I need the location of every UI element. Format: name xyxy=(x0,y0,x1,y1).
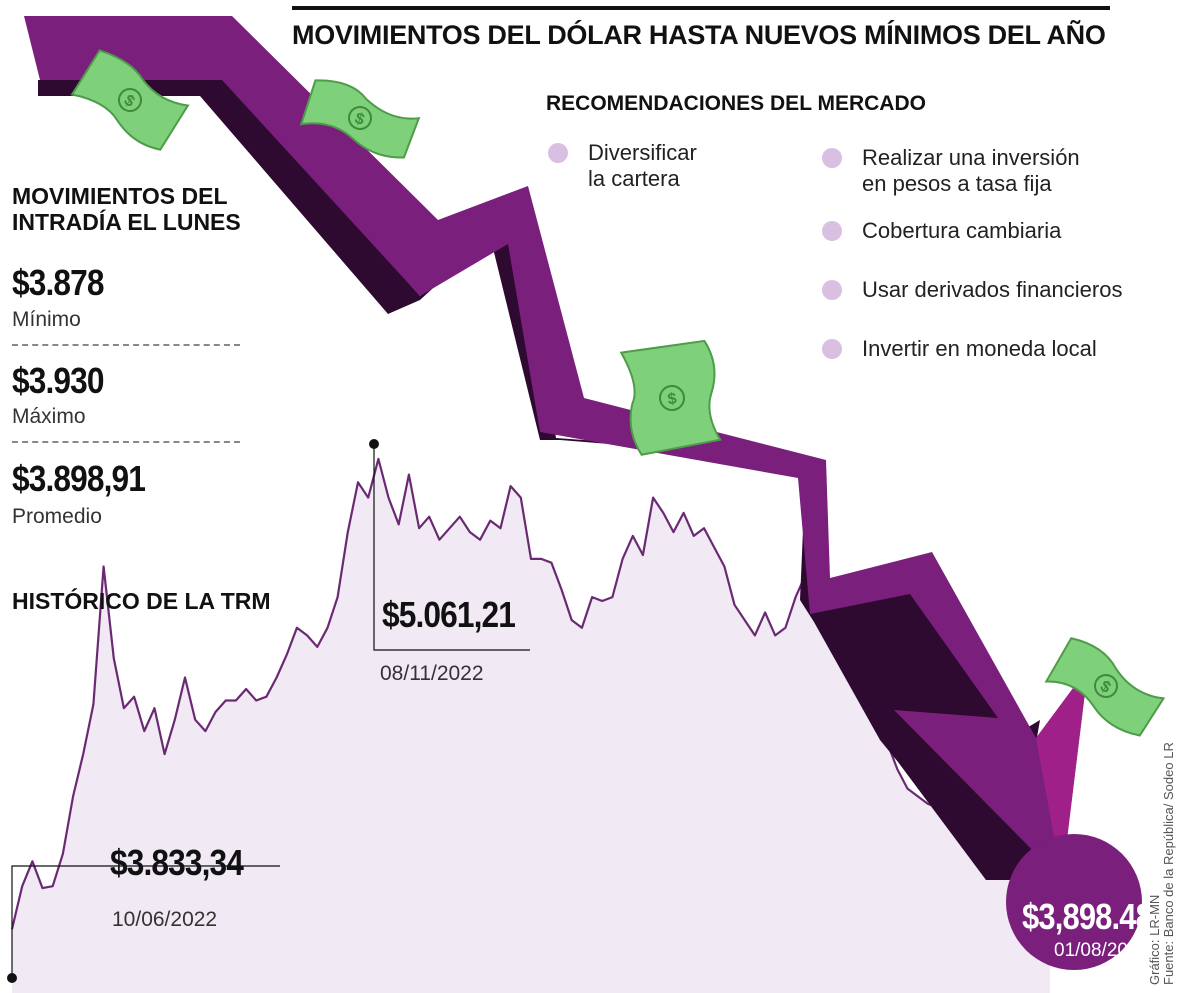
stat-min-label: Mínimo xyxy=(12,308,81,331)
stat-max-value: $3.930 xyxy=(12,360,104,401)
recommendation-label: Realizar una inversión en pesos a tasa f… xyxy=(862,145,1080,196)
dollar-bill-icon: $ xyxy=(1044,637,1166,737)
bullet-dot-icon xyxy=(822,221,842,241)
dollar-bill-icon: $ xyxy=(299,79,421,159)
stat-avg-label: Promedio xyxy=(12,505,102,528)
recommendation-label: Invertir en moneda local xyxy=(862,336,1097,361)
stat-max-label: Máximo xyxy=(12,405,86,428)
annotation-low-date: 10/06/2022 xyxy=(112,908,218,931)
recommendations-title: RECOMENDACIONES DEL MERCADO xyxy=(546,92,926,115)
annotation-leader-high xyxy=(373,444,530,651)
svg-text:$: $ xyxy=(667,390,678,408)
bullet-dot-icon xyxy=(822,339,842,359)
recommendation-label: Usar derivados financieros xyxy=(862,277,1123,302)
marker-peak xyxy=(369,439,379,449)
recommendation-item: Realizar una inversión en pesos a tasa f… xyxy=(822,145,1142,201)
intraday-title: MOVIMIENTOS DEL INTRADÍA EL LUNES xyxy=(12,183,241,235)
recommendation-label: Cobertura cambiaria xyxy=(862,218,1062,243)
annotation-low-value: $3.833,34 xyxy=(110,842,244,883)
bullet-dot-icon xyxy=(548,143,568,163)
last-value-date: 01/08/2023 xyxy=(1054,940,1150,961)
stat-avg-value: $3.898,91 xyxy=(12,458,146,499)
page-title: MOVIMIENTOS DEL DÓLAR HASTA NUEVOS MÍNIM… xyxy=(292,20,1106,50)
last-value: $3,898.48 xyxy=(1022,896,1153,937)
credits-graphic: Gráfico: LR-MN xyxy=(1147,894,1162,985)
recommendation-item: Usar derivados financieros xyxy=(822,277,1152,305)
divider xyxy=(12,344,240,346)
divider xyxy=(12,441,240,443)
title-rule xyxy=(292,6,1110,10)
bullet-dot-icon xyxy=(822,148,842,168)
last-value-badge xyxy=(1006,834,1142,970)
history-title: HISTÓRICO DE LA TRM xyxy=(12,588,271,614)
stat-min-value: $3.878 xyxy=(12,262,104,303)
bullet-dot-icon xyxy=(822,280,842,300)
recommendation-item: Invertir en moneda local xyxy=(822,336,1142,364)
annotation-high-value: $5.061,21 xyxy=(382,594,516,635)
dollar-bill-icon: $ xyxy=(619,339,722,456)
down-trend-arrow-icon xyxy=(24,16,1088,880)
credits: Gráfico: LR-MN Fuente: Banco de la Repúb… xyxy=(1147,742,1176,985)
recommendation-item: Diversificar la cartera xyxy=(548,140,788,196)
dollar-bill-icon: $ xyxy=(70,49,190,151)
annotation-high-date: 08/11/2022 xyxy=(380,662,484,685)
credits-source: Fuente: Banco de la República/ Sodeo LR xyxy=(1161,742,1176,985)
recommendation-item: Cobertura cambiaria xyxy=(822,218,1142,246)
trm-area xyxy=(12,458,1050,993)
annotation-leader-low xyxy=(11,865,280,978)
marker-start xyxy=(7,973,17,983)
recommendation-label: Diversificar la cartera xyxy=(588,140,697,191)
